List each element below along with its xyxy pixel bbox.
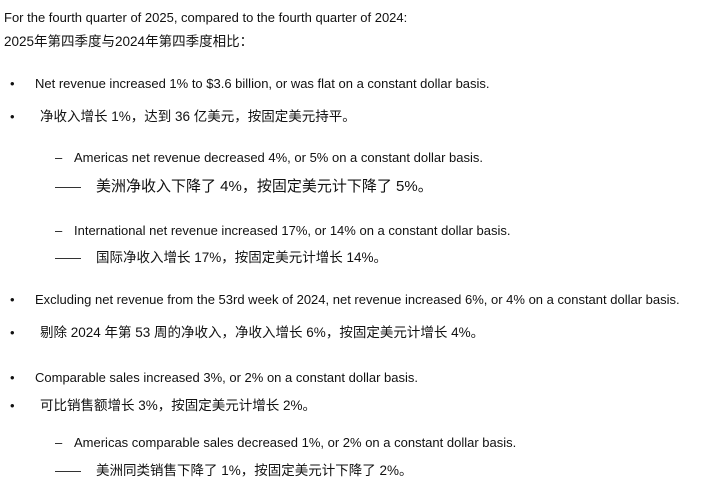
item-chinese: 美洲同类销售下降了 1%，按固定美元计下降了 2%。 bbox=[96, 463, 413, 478]
item-english: Americas comparable sales decreased 1%, … bbox=[74, 435, 517, 450]
bullet-marker: • bbox=[10, 325, 15, 340]
item-english: Americas net revenue decreased 4%, or 5%… bbox=[74, 150, 484, 165]
bullet-marker: • bbox=[10, 370, 15, 385]
zh-dash-marker: —— bbox=[55, 179, 81, 194]
item-chinese: 净收入增长 1%，达到 36 亿美元，按固定美元持平。 bbox=[40, 109, 356, 124]
item-chinese: 美洲净收入下降了 4%，按固定美元计下降了 5%。 bbox=[96, 178, 433, 195]
item-chinese: 剔除 2024 年第 53 周的净收入，净收入增长 6%，按固定美元计增长 4%… bbox=[40, 325, 485, 340]
bullet-marker: • bbox=[10, 398, 15, 413]
item-english: Net revenue increased 1% to $3.6 billion… bbox=[35, 76, 490, 91]
item-chinese: 可比销售额增长 3%，按固定美元计增长 2%。 bbox=[40, 398, 317, 413]
item-english: Excluding net revenue from the 53rd week… bbox=[35, 292, 680, 307]
zh-dash-marker: —— bbox=[55, 250, 81, 265]
bullet-marker: • bbox=[10, 109, 15, 124]
bullet-marker: • bbox=[10, 292, 15, 307]
item-chinese: 国际净收入增长 17%，按固定美元计增长 14%。 bbox=[96, 250, 388, 265]
item-english: Comparable sales increased 3%, or 2% on … bbox=[35, 370, 418, 385]
dash-marker: – bbox=[55, 223, 63, 238]
intro-chinese: 2025年第四季度与2024年第四季度相比： bbox=[4, 34, 254, 49]
bullet-marker: • bbox=[10, 76, 15, 91]
zh-dash-marker: —— bbox=[55, 463, 81, 478]
dash-marker: – bbox=[55, 435, 63, 450]
item-english: International net revenue increased 17%,… bbox=[74, 223, 511, 238]
dash-marker: – bbox=[55, 150, 63, 165]
intro-english: For the fourth quarter of 2025, compared… bbox=[4, 10, 408, 25]
